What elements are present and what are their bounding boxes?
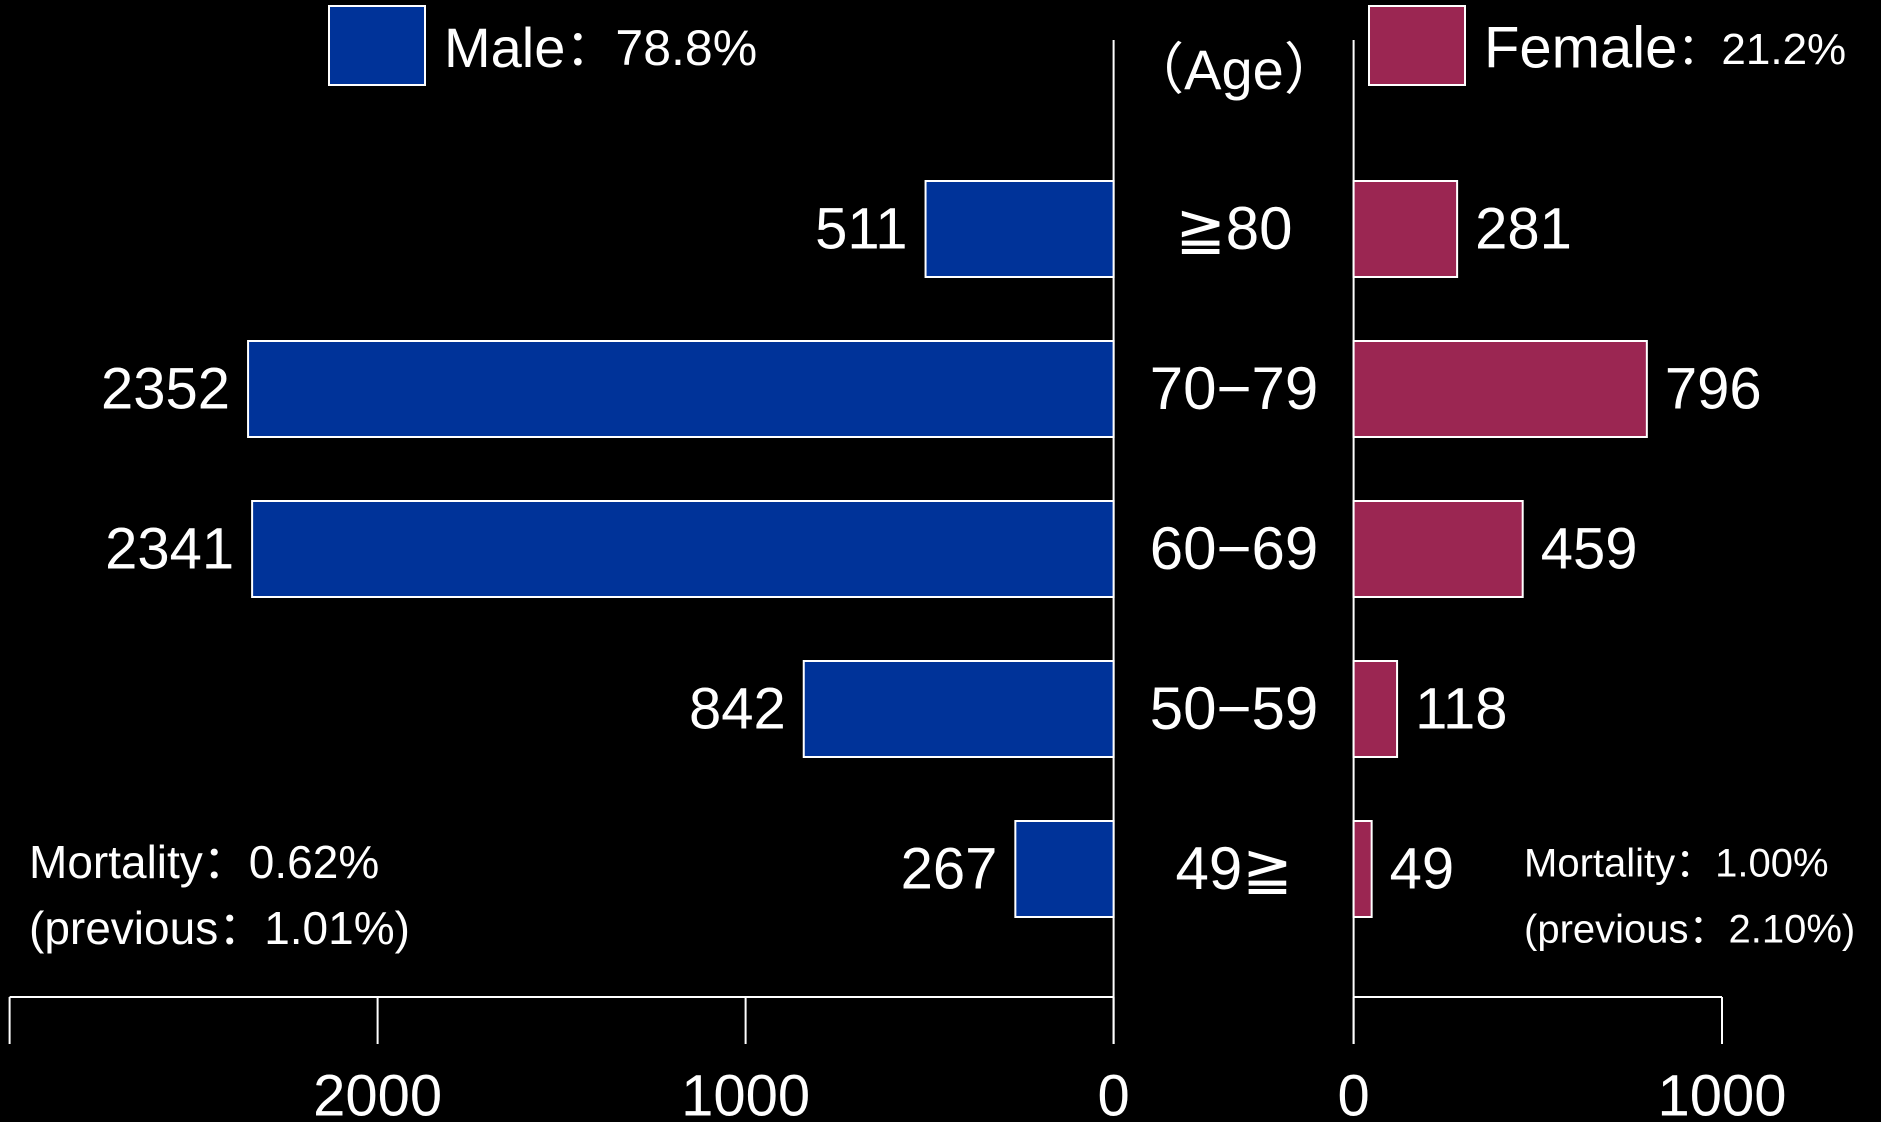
value-label: 2341 [105,516,234,581]
bar [802,660,1115,758]
bar [1352,660,1399,758]
bar [1352,340,1648,438]
bar [1352,500,1524,598]
legend-swatch [328,5,426,86]
bar [1352,180,1459,278]
previous-note: (previous：2.10%) [1524,908,1855,952]
previous-note: (previous：1.01%) [29,902,410,954]
category-label: 49≧ [1175,835,1292,902]
value-label: 281 [1475,196,1572,261]
x-tick-label: 1000 [1657,1063,1786,1122]
value-label: 118 [1415,676,1507,741]
value-label: 796 [1665,356,1762,421]
legend-share: ：78.8% [565,20,757,76]
legend-label: Female：21.2% [1484,15,1846,80]
bar [924,180,1115,278]
value-label: 49 [1390,836,1455,901]
bar [251,500,1115,598]
legend-share: ：21.2% [1677,25,1846,74]
mortality-note: Mortality：0.62% [29,836,379,888]
value-label: 2352 [101,356,230,421]
mortality-note: Mortality：1.00% [1524,842,1829,886]
category-label: ≧80 [1175,195,1292,262]
axis-label: （Age） [1128,38,1340,101]
x-tick-label: 0 [1097,1063,1129,1122]
category-label: 70−79 [1150,355,1319,422]
value-label: 267 [901,836,998,901]
x-tick-label: 2000 [313,1063,442,1122]
category-label: 50−59 [1150,675,1319,742]
value-label: 459 [1541,516,1638,581]
category-label: 60−69 [1150,515,1319,582]
value-label: 511 [815,196,907,261]
legend-label: Male：78.8% [444,16,757,79]
value-label: 842 [689,676,786,741]
x-tick-label: 1000 [681,1063,810,1122]
bar [1014,820,1115,918]
bar [1352,820,1373,918]
bar [247,340,1115,438]
legend-swatch [1368,5,1466,86]
x-tick-label: 0 [1337,1063,1369,1122]
